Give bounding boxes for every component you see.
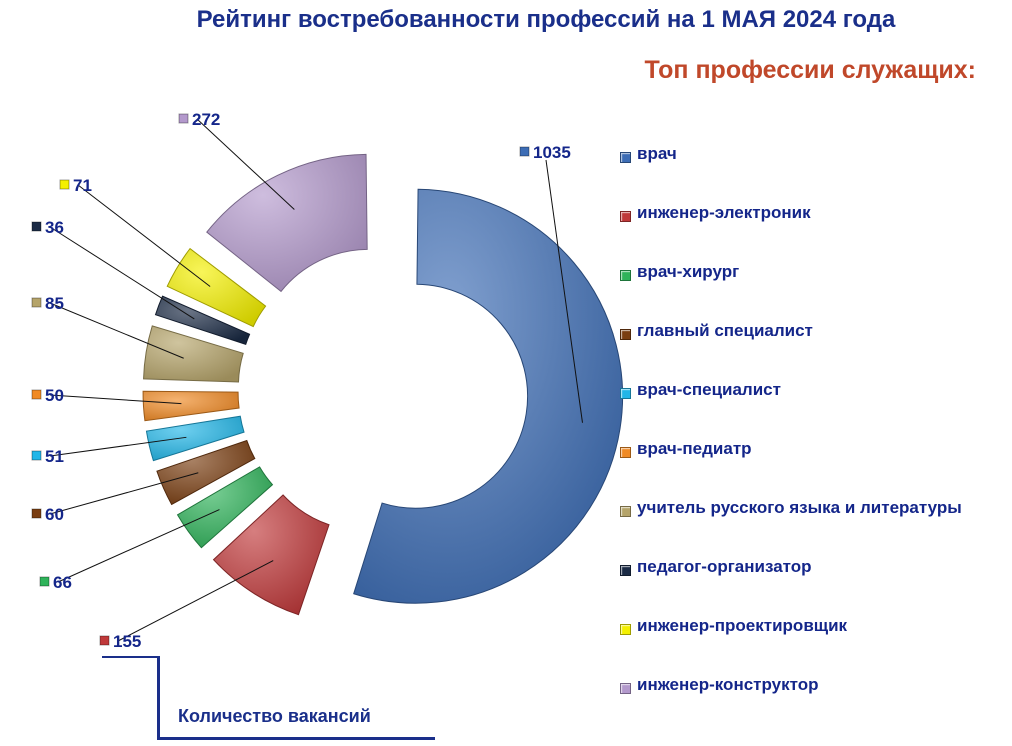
slice-2 — [212, 494, 330, 616]
legend-label: врач-педиатр — [637, 439, 752, 458]
footnote-label: Количество вакансий — [178, 706, 371, 726]
data-label-8: 36 — [45, 218, 64, 237]
legend-label: врач — [637, 144, 677, 163]
data-label-6: 50 — [45, 386, 64, 405]
legend-swatch — [620, 624, 631, 635]
data-label-7: 85 — [45, 294, 64, 313]
legend-item: врач-специалист — [620, 380, 962, 439]
value-marker-1 — [519, 146, 530, 157]
chart-legend: врач инженер-электроник врач-хирург главный… — [620, 144, 962, 734]
legend-label: учитель русского языка и литературы — [637, 498, 962, 517]
slice-7 — [143, 325, 244, 383]
legend-item: врач — [620, 144, 962, 203]
value-marker-2 — [99, 635, 110, 646]
legend-swatch — [620, 388, 631, 399]
leader-line-8 — [49, 226, 195, 320]
slice-5 — [145, 415, 245, 462]
legend-item: главный специалист — [620, 321, 962, 380]
legend-item: инженер-конструктор — [620, 675, 962, 734]
legend-swatch — [620, 211, 631, 222]
value-marker-6 — [31, 389, 42, 400]
leader-line-5 — [49, 436, 187, 457]
value-marker-4 — [31, 508, 42, 519]
leader-line-1 — [545, 159, 583, 423]
leader-line-2 — [117, 560, 274, 642]
legend-label: врач-специалист — [637, 380, 781, 399]
legend-swatch — [620, 565, 631, 576]
legend-swatch — [620, 683, 631, 694]
slice-1 — [353, 188, 624, 604]
data-label-5: 51 — [45, 447, 64, 466]
value-marker-8 — [31, 221, 42, 232]
leader-line-6 — [49, 394, 182, 405]
slice-8 — [154, 295, 251, 345]
slice-4 — [156, 439, 256, 506]
data-label-4: 60 — [45, 505, 64, 524]
legend-item: инженер-электроник — [620, 203, 962, 262]
legend-label: инженер-электроник — [637, 203, 811, 222]
legend-label: педагог-организатор — [637, 557, 812, 576]
legend-item: педагог-организатор — [620, 557, 962, 616]
legend-label: главный специалист — [637, 321, 813, 340]
legend-item: врач-хирург — [620, 262, 962, 321]
value-marker-10 — [178, 113, 189, 124]
legend-swatch — [620, 152, 631, 163]
legend-label: инженер-конструктор — [637, 675, 819, 694]
data-label-10: 272 — [192, 110, 220, 129]
slice-6 — [142, 390, 240, 422]
data-label-3: 66 — [53, 573, 72, 592]
legend-label: врач-хирург — [637, 262, 740, 281]
legend-swatch — [620, 506, 631, 517]
value-marker-9 — [59, 179, 70, 190]
slice-9 — [166, 247, 267, 328]
chart-subtitle: Топ профессии служащих: — [644, 56, 976, 84]
leader-line-4 — [49, 472, 199, 515]
slice-3 — [176, 466, 274, 549]
legend-swatch — [620, 329, 631, 340]
value-marker-7 — [31, 297, 42, 308]
slice-10 — [206, 153, 368, 293]
data-label-1: 1035 — [533, 143, 571, 162]
value-marker-5 — [31, 450, 42, 461]
leader-line-10 — [196, 118, 295, 210]
leader-line-3 — [57, 509, 220, 583]
legend-item: инженер-проектировщик — [620, 616, 962, 675]
data-label-2: 155 — [113, 632, 141, 651]
footnote-line-horizontal — [157, 737, 435, 740]
legend-swatch — [620, 447, 631, 458]
leader-line-9 — [77, 184, 211, 287]
chart-title: Рейтинг востребованности профессий на 1 … — [196, 6, 896, 33]
footnote-line-top — [102, 656, 159, 658]
value-marker-3 — [39, 576, 50, 587]
legend-swatch — [620, 270, 631, 281]
data-label-9: 71 — [73, 176, 92, 195]
legend-label: инженер-проектировщик — [637, 616, 848, 635]
legend-item: врач-педиатр — [620, 439, 962, 498]
leader-line-7 — [49, 302, 184, 359]
footnote-line-vertical — [157, 656, 160, 739]
legend-item: учитель русского языка и литературы — [620, 498, 962, 557]
